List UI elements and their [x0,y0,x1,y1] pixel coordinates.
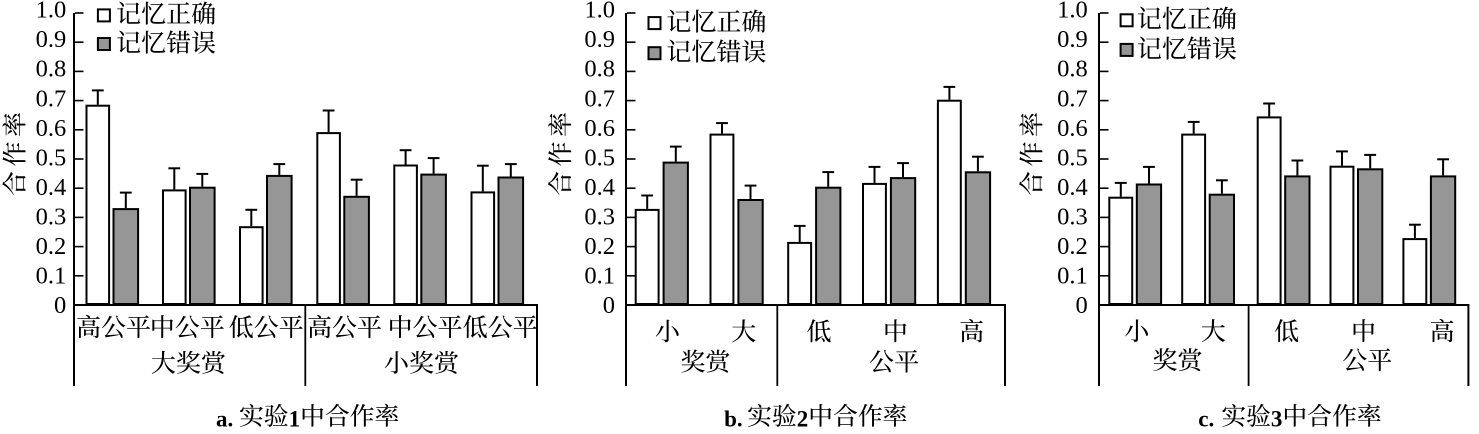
svg-text:0.3: 0.3 [584,203,615,230]
svg-text:1: 1 [289,406,301,429]
svg-text:0.6: 0.6 [36,115,67,142]
svg-text:0.6: 0.6 [1057,115,1088,142]
svg-text:0.8: 0.8 [1057,56,1088,83]
svg-text:0.5: 0.5 [584,144,615,171]
svg-text:0.1: 0.1 [1057,263,1088,290]
svg-text:1.0: 1.0 [36,0,67,24]
svg-text:0: 0 [1075,292,1087,319]
svg-text:0.9: 0.9 [36,26,67,53]
svg-text:0.2: 0.2 [584,233,615,260]
svg-text:0.4: 0.4 [584,174,615,201]
svg-text:0.2: 0.2 [36,233,67,260]
svg-text:1.0: 1.0 [1057,0,1088,24]
svg-text:0.7: 0.7 [36,85,67,112]
svg-text:0: 0 [603,292,615,319]
svg-text:0.8: 0.8 [584,56,615,83]
svg-text:1.0: 1.0 [584,0,615,24]
svg-text:0.1: 0.1 [36,263,67,290]
svg-text:0.2: 0.2 [1057,233,1088,260]
svg-text:0.8: 0.8 [36,56,67,83]
svg-text:0.4: 0.4 [36,174,67,201]
svg-text:0.5: 0.5 [1057,144,1088,171]
svg-text:0.3: 0.3 [36,203,67,230]
svg-text:0.7: 0.7 [1057,85,1088,112]
svg-text:0.4: 0.4 [1057,174,1088,201]
svg-text:a.: a. [216,406,233,429]
svg-text:0.9: 0.9 [1057,26,1088,53]
svg-text:0.1: 0.1 [584,263,615,290]
svg-text:0.7: 0.7 [584,85,615,112]
svg-text:c.: c. [1198,406,1214,429]
svg-text:0.9: 0.9 [584,26,615,53]
svg-text:0: 0 [54,292,66,319]
svg-text:0.3: 0.3 [1057,203,1088,230]
svg-text:3: 3 [1271,406,1283,429]
svg-text:b.: b. [724,406,743,429]
svg-text:0.6: 0.6 [584,115,615,142]
svg-text:2: 2 [797,406,809,429]
svg-text:0.5: 0.5 [36,144,67,171]
